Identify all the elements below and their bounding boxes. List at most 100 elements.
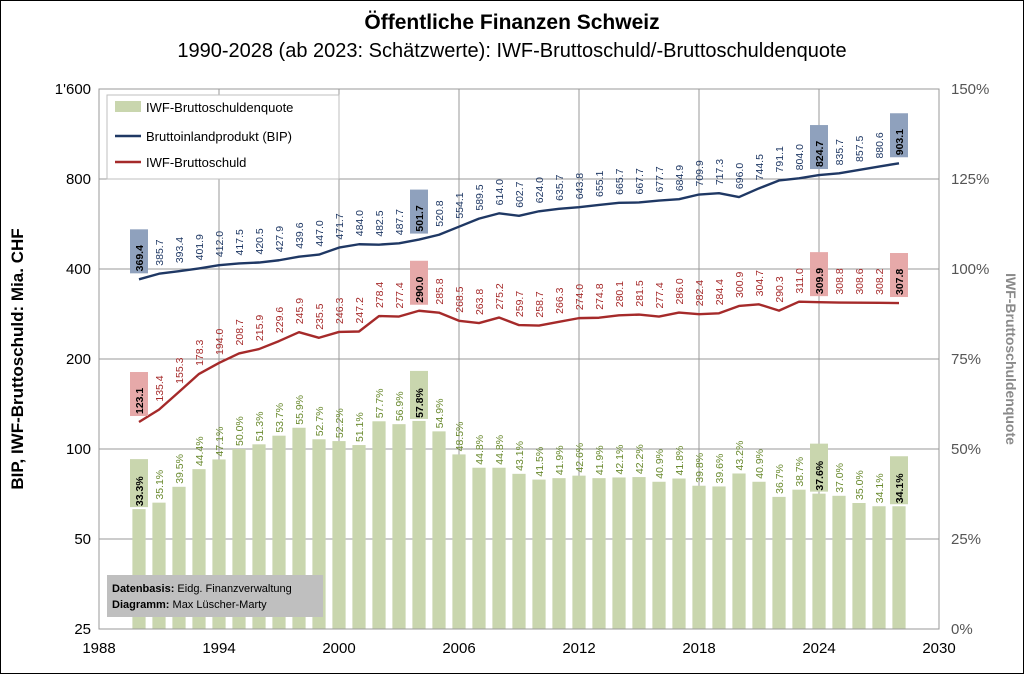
bar-quote xyxy=(332,441,346,629)
bar-label-highlight xyxy=(130,459,148,508)
bar-label: 33.3% xyxy=(134,476,146,506)
bar-quote xyxy=(512,473,526,629)
bar-label: 35.0% xyxy=(854,470,866,500)
line-label: 259.7 xyxy=(514,291,526,317)
line-label: 285.8 xyxy=(434,278,446,304)
line-label: 903.1 xyxy=(894,129,906,155)
axes: 25 50 100 200 400 800 1'600 0% 25% 50% 75% 100% 125%… xyxy=(55,81,990,657)
line-label: 804.0 xyxy=(794,144,806,170)
bar-quote xyxy=(872,506,886,629)
bar-quote xyxy=(452,454,466,629)
line-label: 369.4 xyxy=(134,245,146,271)
y-tick-label: 1'600 xyxy=(55,81,91,98)
bar-quote xyxy=(712,486,726,629)
line-label: 286.0 xyxy=(674,278,686,304)
bar-quote xyxy=(812,493,826,629)
bar-label: 48.5% xyxy=(454,422,466,452)
bar-quote xyxy=(652,481,666,629)
line-label: 155.3 xyxy=(174,357,186,383)
bar-label: 39.8% xyxy=(694,453,706,483)
bar-label: 37.6% xyxy=(814,460,826,490)
line-label: 624.0 xyxy=(534,177,546,203)
x-tick-label: 2024 xyxy=(802,640,835,657)
chart-subtitle: 1990-2028 (ab 2023: Schätzwerte): IWF-Br… xyxy=(177,40,846,62)
line-label: 684.9 xyxy=(674,165,686,191)
line-label: 791.1 xyxy=(774,146,786,172)
line-label: 245.9 xyxy=(294,298,306,324)
bar-label: 53.7% xyxy=(274,403,286,433)
bar-label: 36.7% xyxy=(774,464,786,494)
bar-label: 34.1% xyxy=(874,473,886,503)
bar-label: 56.9% xyxy=(394,391,406,421)
line-label: 520.8 xyxy=(434,200,446,226)
bar-quote xyxy=(632,477,646,629)
line-label: 447.0 xyxy=(314,220,326,246)
line-label: 427.9 xyxy=(274,226,286,252)
bar-label-highlight xyxy=(810,443,828,492)
y2-tick-label: 150% xyxy=(951,81,989,98)
line-label: 744.5 xyxy=(754,154,766,180)
bar-label: 34.1% xyxy=(894,473,906,503)
line-label: 123.1 xyxy=(134,388,146,414)
line-label: 277.4 xyxy=(394,282,406,308)
bar-label: 44.8% xyxy=(474,435,486,465)
plot-area xyxy=(98,88,940,630)
bar-label: 35.1% xyxy=(154,470,166,500)
bar-label: 40.9% xyxy=(754,449,766,479)
source-box-bg xyxy=(107,575,323,617)
line-label-highlight xyxy=(890,253,908,298)
legend: IWF-Bruttoschuldenquote Bruttoinlandprod… xyxy=(106,94,340,180)
line-label: 589.5 xyxy=(474,184,486,210)
bar-quote xyxy=(572,475,586,629)
bar-label: 42.6% xyxy=(574,443,586,473)
bar-label: 39.6% xyxy=(714,454,726,484)
line-label: 311.0 xyxy=(794,268,806,294)
bar-quote xyxy=(732,473,746,629)
line-label: 420.5 xyxy=(254,228,266,254)
line-label: 308.8 xyxy=(834,268,846,294)
line-label: 709.9 xyxy=(694,160,706,186)
bar-quote xyxy=(792,489,806,629)
bar-label: 52.2% xyxy=(334,408,346,438)
line-debt xyxy=(138,300,900,424)
x-tick-label: 2012 xyxy=(562,640,595,657)
bar-label: 38.7% xyxy=(794,457,806,487)
line-label: 178.3 xyxy=(194,339,206,365)
line-label: 135.4 xyxy=(154,375,166,401)
line-label: 277.4 xyxy=(654,282,666,308)
legend-label-bip: Bruttoinlandprodukt (BIP) xyxy=(146,129,292,144)
line-label: 824.7 xyxy=(814,141,826,167)
y2-tick-label: 0% xyxy=(951,621,973,638)
line-label: 275.2 xyxy=(494,283,506,309)
line-label: 300.9 xyxy=(734,272,746,298)
bar-label: 37.0% xyxy=(834,463,846,493)
bar-quote xyxy=(672,478,686,629)
x-tick-label: 2018 xyxy=(682,640,715,657)
line-label: 307.8 xyxy=(894,269,906,295)
line-series xyxy=(138,162,900,424)
bar-label: 47.1% xyxy=(214,427,226,457)
bar-quote xyxy=(432,431,446,629)
y2-tick-label: 100% xyxy=(951,261,989,278)
source-line-2: Diagramm: Max Lüscher-Marty xyxy=(112,599,267,611)
line-label: 401.9 xyxy=(194,234,206,260)
bar-label: 57.8% xyxy=(414,387,426,417)
x-tick-label: 1988 xyxy=(82,640,115,657)
bar-quote xyxy=(832,495,846,629)
line-label: 417.5 xyxy=(234,229,246,255)
bar-quote xyxy=(492,467,506,629)
bar-label: 57.7% xyxy=(374,388,386,418)
line-label: 487.7 xyxy=(394,209,406,235)
line-label: 602.7 xyxy=(514,181,526,207)
bar-label: 39.5% xyxy=(174,454,186,484)
bar-label: 52.7% xyxy=(314,406,326,436)
bar-quote xyxy=(392,424,406,629)
legend-swatch-quote xyxy=(115,101,141,112)
line-label: 667.7 xyxy=(634,168,646,194)
line-label: 482.5 xyxy=(374,210,386,236)
line-label: 439.6 xyxy=(294,222,306,248)
line-label-highlight xyxy=(130,229,148,274)
line-label: 643.8 xyxy=(574,173,586,199)
line-label: 308.6 xyxy=(854,268,866,294)
line-label: 554.1 xyxy=(454,192,466,218)
